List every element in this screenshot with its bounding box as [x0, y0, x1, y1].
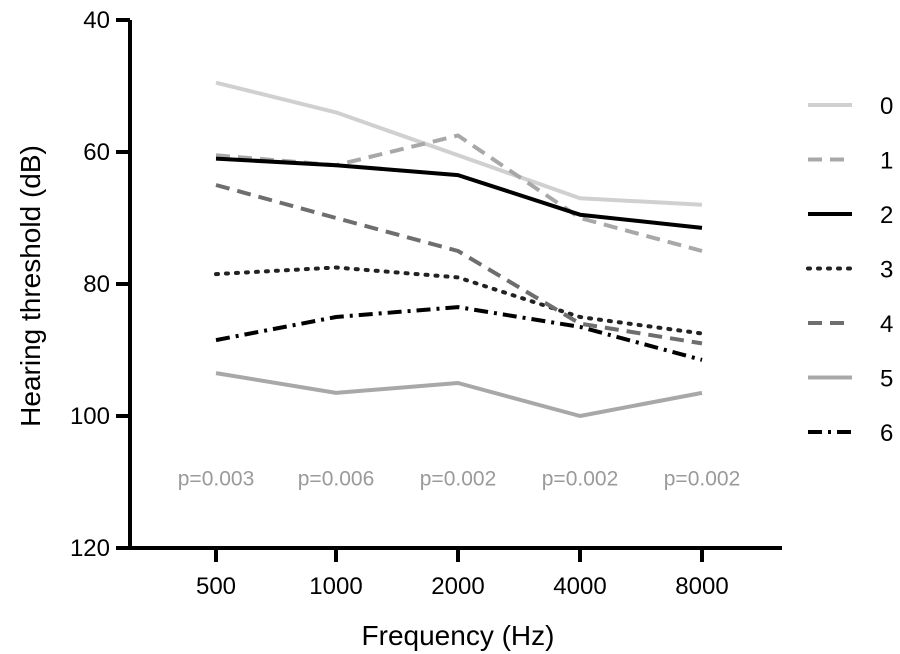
series-line-3 — [214, 265, 704, 336]
y-tick-label: 120 — [70, 535, 110, 562]
x-tick-label: 1000 — [309, 573, 362, 600]
p-value-label: p=0.002 — [664, 468, 741, 491]
legend-label-5: 5 — [880, 366, 893, 393]
legend-label-2: 2 — [880, 202, 893, 229]
y-tick-label: 80 — [83, 271, 110, 298]
legend-label-3: 3 — [880, 257, 893, 284]
series-line-2 — [215, 156, 703, 230]
p-value-label: p=0.002 — [542, 468, 619, 491]
p-value-label: p=0.002 — [420, 468, 497, 491]
series-lines — [214, 80, 704, 418]
x-tick-label: 8000 — [675, 573, 728, 600]
y-tick-label: 60 — [83, 139, 110, 166]
y-ticks: 40 60 80 100 120 — [70, 7, 130, 562]
legend-label-4: 4 — [880, 311, 893, 338]
legend-label-6: 6 — [880, 420, 893, 447]
series-line-4 — [215, 183, 703, 346]
series-line-1 — [215, 133, 703, 253]
legend-label-1: 1 — [880, 148, 893, 175]
series-line-5 — [215, 371, 703, 418]
p-value-label: p=0.006 — [298, 468, 375, 491]
y-axis-title: Hearing threshold (dB) — [15, 145, 46, 427]
series-line-6 — [215, 305, 703, 362]
legend-label-0: 0 — [880, 93, 893, 120]
y-tick-label: 100 — [70, 403, 110, 430]
x-axis-title: Frequency (Hz) — [362, 620, 555, 651]
x-tick-label: 2000 — [431, 573, 484, 600]
x-tick-label: 4000 — [553, 573, 606, 600]
series-line-0 — [215, 80, 703, 207]
y-tick-label: 40 — [83, 7, 110, 34]
x-tick-label: 500 — [196, 573, 236, 600]
p-value-label: p=0.003 — [178, 468, 255, 491]
x-ticks: 500 1000 2000 4000 8000 — [196, 548, 729, 600]
p-value-annotations: p=0.003 p=0.006 p=0.002 p=0.002 p=0.002 — [178, 468, 741, 491]
legend: 0 1 2 3 4 5 6 — [806, 93, 893, 447]
